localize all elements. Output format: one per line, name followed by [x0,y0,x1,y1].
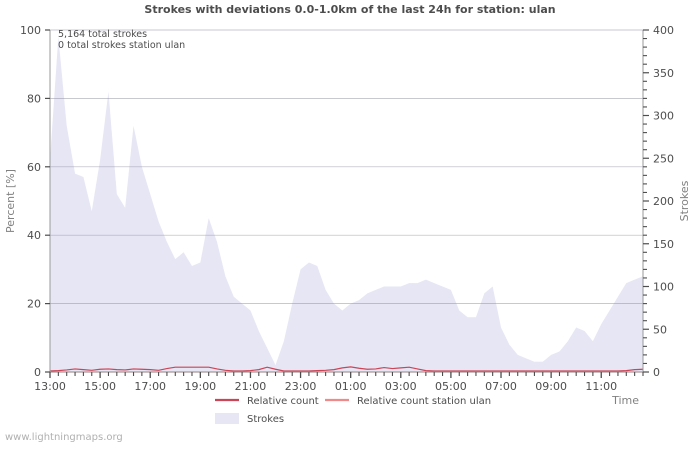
y2-tick-label: 100 [653,281,674,294]
x-tick-label: 11:00 [585,380,617,393]
legend-swatch-area [215,413,239,424]
x-tick-label: 21:00 [235,380,267,393]
y2-tick-label: 250 [653,152,674,165]
x-tick-label: 03:00 [385,380,417,393]
y-tick-label: 80 [27,92,41,105]
chart-title: Strokes with deviations 0.0-1.0km of the… [144,3,556,16]
y-axis-left-ticks: 0 20 40 60 80 100 [20,24,50,379]
station-strokes-annotation: 0 total strokes station ulan [58,40,185,51]
strokes-area-path [50,36,643,373]
y-tick-label: 20 [27,298,41,311]
y-tick-label: 40 [27,229,41,242]
x-tick-label: 05:00 [435,380,467,393]
legend-label: Strokes [247,414,284,425]
relative-count-line-series [49,366,644,372]
y-tick-label: 0 [34,366,41,379]
y2-tick-label: 150 [653,238,674,251]
y-axis-right-ticks: 0 50 100 150 200 250 300 350 400 [643,24,674,379]
x-tick-label: 07:00 [485,380,517,393]
source-footer: www.lightningmaps.org [5,432,123,443]
x-tick-label: 19:00 [184,380,216,393]
x-axis-title: Time [611,394,639,407]
y-tick-label: 100 [20,24,41,37]
y2-tick-label: 50 [653,323,667,336]
y2-tick-label: 200 [653,195,674,208]
x-tick-label: 13:00 [34,380,66,393]
y-tick-label: 60 [27,161,41,174]
chart-legend: Relative count Relative count station ula… [215,396,491,425]
y2-tick-label: 400 [653,24,674,37]
total-strokes-annotation: 5,164 total strokes [58,29,147,40]
strokes-area-series [50,36,643,373]
legend-label: Relative count station ulan [357,396,491,407]
x-tick-label: 09:00 [535,380,567,393]
y-axis-right-title: Strokes [678,180,691,221]
x-tick-label: 15:00 [84,380,116,393]
x-tick-label: 17:00 [134,380,166,393]
relative-count-line-path [49,366,644,372]
y2-tick-label: 300 [653,110,674,123]
y2-tick-label: 0 [653,366,660,379]
x-tick-label: 01:00 [335,380,367,393]
y-axis-left-title: Percent [%] [4,169,17,233]
x-axis-ticks: 13:00 15:00 17:00 19:00 21:00 23:00 01:00 03:00… [34,372,644,393]
y2-tick-label: 350 [653,67,674,80]
gridlines-overlay [50,29,643,304]
x-tick-label: 23:00 [285,380,317,393]
legend-label: Relative count [247,396,319,407]
